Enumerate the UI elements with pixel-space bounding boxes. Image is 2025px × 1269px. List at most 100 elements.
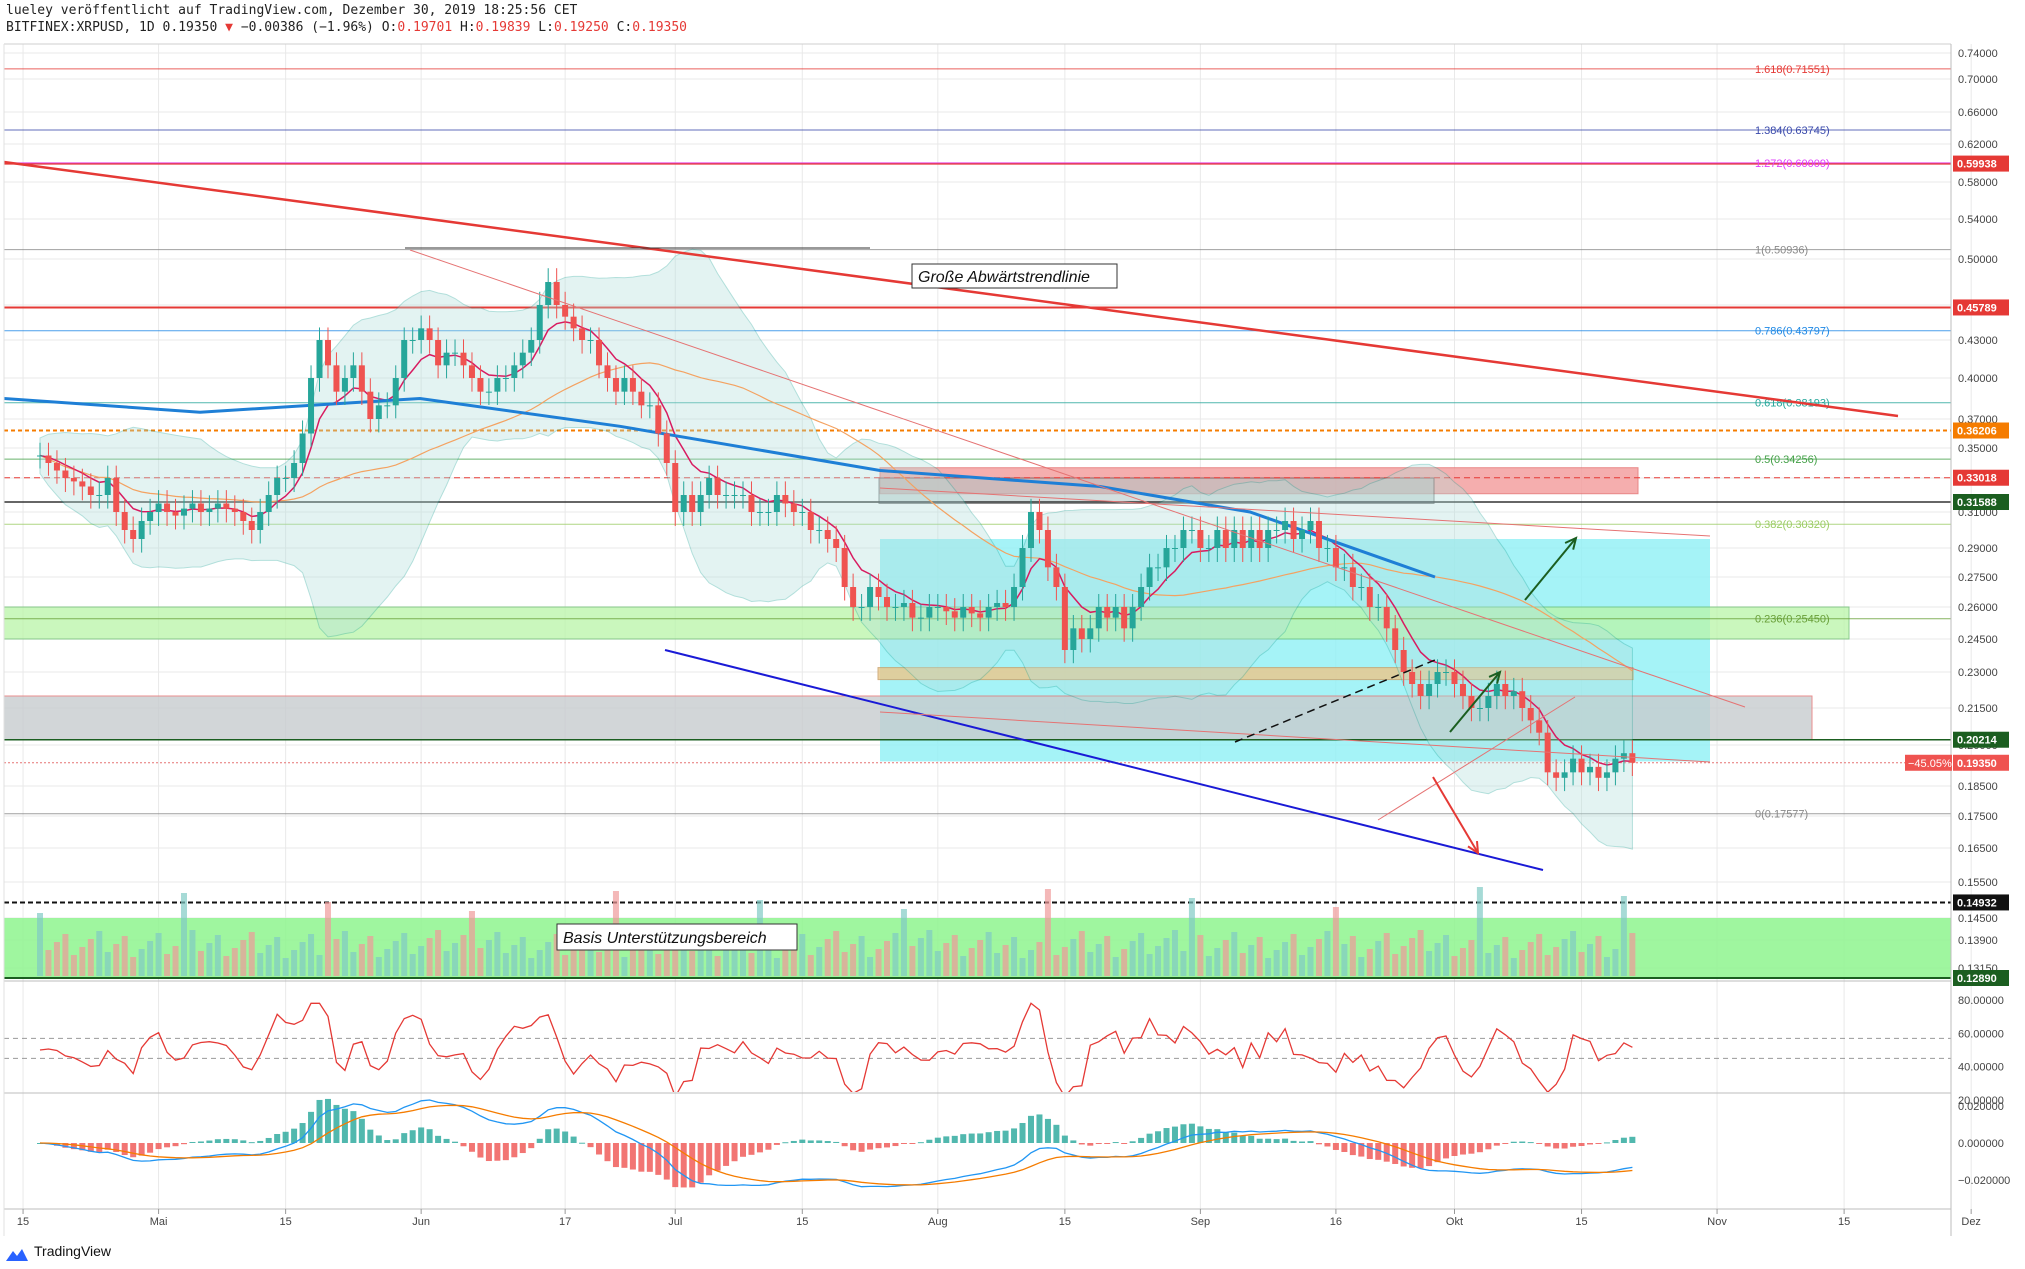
volume-bar <box>1129 941 1136 976</box>
macd-histogram-bar <box>587 1143 594 1148</box>
candle-body <box>164 503 171 512</box>
volume-bar <box>1197 935 1204 976</box>
fib-label: 0.618(0.38193) <box>1755 398 1830 410</box>
volume-bar <box>536 950 543 976</box>
candle-body <box>291 463 298 478</box>
candle-body <box>960 607 967 618</box>
macd-histogram-bar <box>816 1140 823 1143</box>
volume-bar <box>1070 939 1077 976</box>
volume-bar <box>672 938 679 976</box>
volume-bar <box>1595 936 1602 976</box>
candle-body <box>1315 521 1322 548</box>
macd-histogram-bar <box>536 1138 543 1143</box>
candle-body <box>1188 530 1195 531</box>
candle-body <box>341 378 348 392</box>
volume-bar <box>1493 945 1500 976</box>
macd-histogram-bar <box>1273 1139 1280 1143</box>
macd-histogram-bar <box>1561 1143 1568 1149</box>
macd-histogram-bar <box>1375 1143 1382 1160</box>
macd-histogram-bar <box>316 1099 323 1143</box>
candle-body <box>1417 684 1424 696</box>
rising-line <box>1377 696 1576 821</box>
macd-histogram-bar <box>604 1143 611 1162</box>
macd-histogram-bar <box>545 1129 552 1143</box>
volume-bar <box>418 946 425 976</box>
macd-histogram-bar <box>579 1142 586 1144</box>
volume-bar <box>1341 944 1348 976</box>
symbol-label: BITFINEX:XRPUSD, 1D <box>6 20 155 35</box>
price-tag-box <box>1953 422 2009 439</box>
macd-histogram-bar <box>418 1127 425 1143</box>
candle-body <box>1561 772 1568 778</box>
macd-tick-label: 0.020000 <box>1958 1101 2004 1113</box>
candle-body <box>833 539 840 548</box>
macd-histogram-bar <box>223 1138 230 1143</box>
candle-body <box>1400 650 1407 672</box>
candle-body <box>1197 530 1204 548</box>
down-arrow-icon: ▼ <box>225 20 233 35</box>
candle-body <box>858 607 865 608</box>
candle-body <box>460 352 467 366</box>
volume-bar <box>1231 932 1238 976</box>
macd-histogram-bar <box>917 1142 924 1144</box>
brand-name[interactable]: TradingView <box>34 1243 112 1259</box>
macd-histogram-bar <box>765 1143 772 1150</box>
volume-bar <box>909 946 916 976</box>
volume-bar <box>1290 934 1297 976</box>
candle-body <box>435 340 442 366</box>
candle-body <box>37 455 43 457</box>
volume-bar <box>96 931 103 976</box>
volume-bar <box>587 931 594 976</box>
candle-body <box>977 613 984 618</box>
volume-bar <box>477 948 484 976</box>
macd-histogram-bar <box>358 1118 365 1143</box>
candle-body <box>782 495 789 504</box>
volume-bar <box>375 957 382 976</box>
macd-histogram-bar <box>511 1143 518 1158</box>
candle-body <box>756 512 763 513</box>
volume-bar <box>1011 937 1018 976</box>
sma-line <box>39 362 1633 672</box>
orange-zone <box>877 667 1634 681</box>
macd-histogram-bar <box>1239 1135 1246 1143</box>
price-tick-label: 0.18500 <box>1958 781 1998 793</box>
volume-bar <box>1121 949 1128 976</box>
candle-body <box>299 433 306 463</box>
macd-histogram-bar <box>629 1143 636 1170</box>
volume-bar <box>358 944 365 976</box>
volume-bar <box>824 939 831 976</box>
candle-body <box>816 530 823 531</box>
macd-histogram-bar <box>1476 1143 1483 1153</box>
macd-histogram-bar <box>1231 1132 1238 1143</box>
macd-histogram-bar <box>392 1139 399 1143</box>
macd-histogram-bar <box>926 1139 933 1143</box>
volume-bar <box>265 945 272 976</box>
candle-body <box>1358 587 1365 588</box>
gray-zone <box>4 695 1813 741</box>
volume-bar <box>392 941 399 976</box>
candle-body <box>426 328 433 340</box>
macd-histogram-bar <box>477 1143 484 1158</box>
candle-body <box>587 340 594 341</box>
price-tick-label: 0.23000 <box>1958 667 1998 679</box>
volume-bar <box>1214 948 1221 976</box>
candle-body <box>1476 708 1483 709</box>
macd-histogram-bar <box>1603 1142 1610 1144</box>
volume-bar <box>790 942 797 976</box>
time-tick-label: Aug <box>928 1216 948 1228</box>
candle-body <box>1366 587 1373 607</box>
macd-histogram-bar <box>104 1143 111 1150</box>
candle-body <box>265 495 272 512</box>
candle-body <box>358 365 365 392</box>
fib-label: 1.384(0.63745) <box>1755 125 1830 137</box>
candle-body <box>308 378 315 434</box>
macd-histogram-bar <box>833 1141 840 1143</box>
candle-body <box>1036 512 1043 530</box>
time-axis: 15 Mai 15 Jun 17 Jul 15 Aug 15 Sep 16 Okt 15 Nov 15 Dez… <box>17 1209 1981 1228</box>
candle-body <box>282 478 289 479</box>
macd-histogram-bar <box>756 1143 763 1153</box>
volume-bar <box>994 953 1001 976</box>
candle-body <box>1383 607 1390 629</box>
close-value: 0.19350 <box>632 20 688 35</box>
candle-body <box>968 607 975 614</box>
